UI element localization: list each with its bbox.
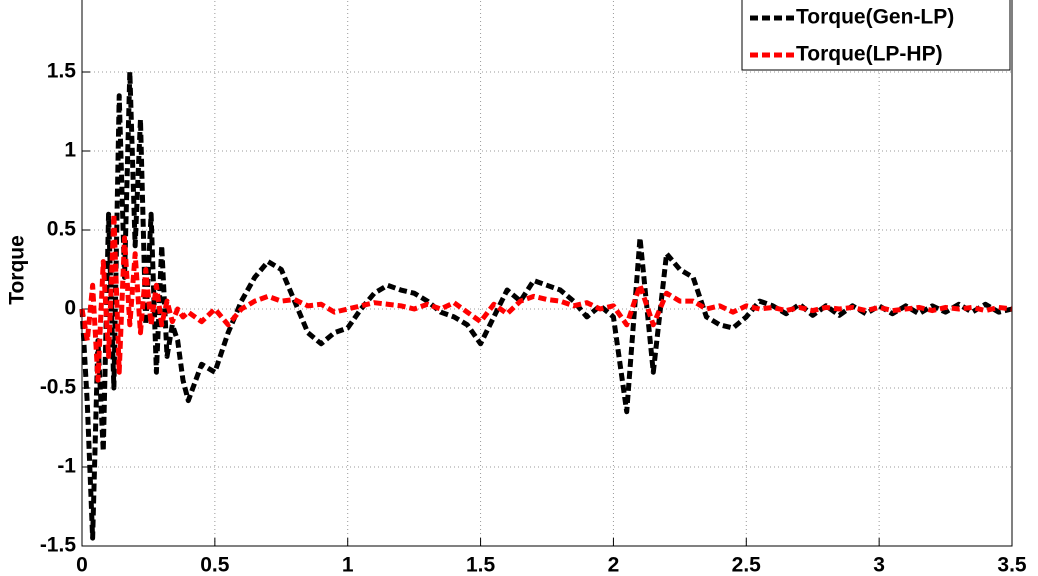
y-tick-label: 1 [64, 139, 76, 162]
x-tick-label: 1 [342, 554, 354, 576]
plot-area [82, 0, 1012, 546]
y-tick-label: 0.5 [47, 218, 77, 241]
series-line [79, 69, 1013, 541]
x-tick-label: 3.5 [997, 554, 1027, 576]
x-tick-label: 0.5 [200, 554, 230, 576]
y-tick-label: 2 [64, 0, 76, 4]
y-tick-label: -1 [57, 455, 76, 478]
x-tick-label: 2.5 [732, 554, 762, 576]
x-tick-label: 3 [873, 554, 885, 576]
x-tick-label: 0 [76, 554, 88, 576]
y-tick-label: 1.5 [47, 60, 77, 83]
y-tick-label: -1.5 [40, 534, 77, 557]
y-tick-label: 0 [64, 297, 76, 320]
y-tick-label: -0.5 [40, 376, 77, 399]
axes-frame [81, 0, 1013, 547]
y-axis-label: Torque [6, 235, 29, 305]
legend-label: Torque(Gen-LP) [796, 6, 954, 29]
x-tick-label: 1.5 [466, 554, 496, 576]
series-line [79, 211, 1013, 383]
legend-box [741, 0, 1011, 71]
legend-label: Torque(LP-HP) [796, 43, 943, 66]
x-tick-label: 2 [608, 554, 620, 576]
